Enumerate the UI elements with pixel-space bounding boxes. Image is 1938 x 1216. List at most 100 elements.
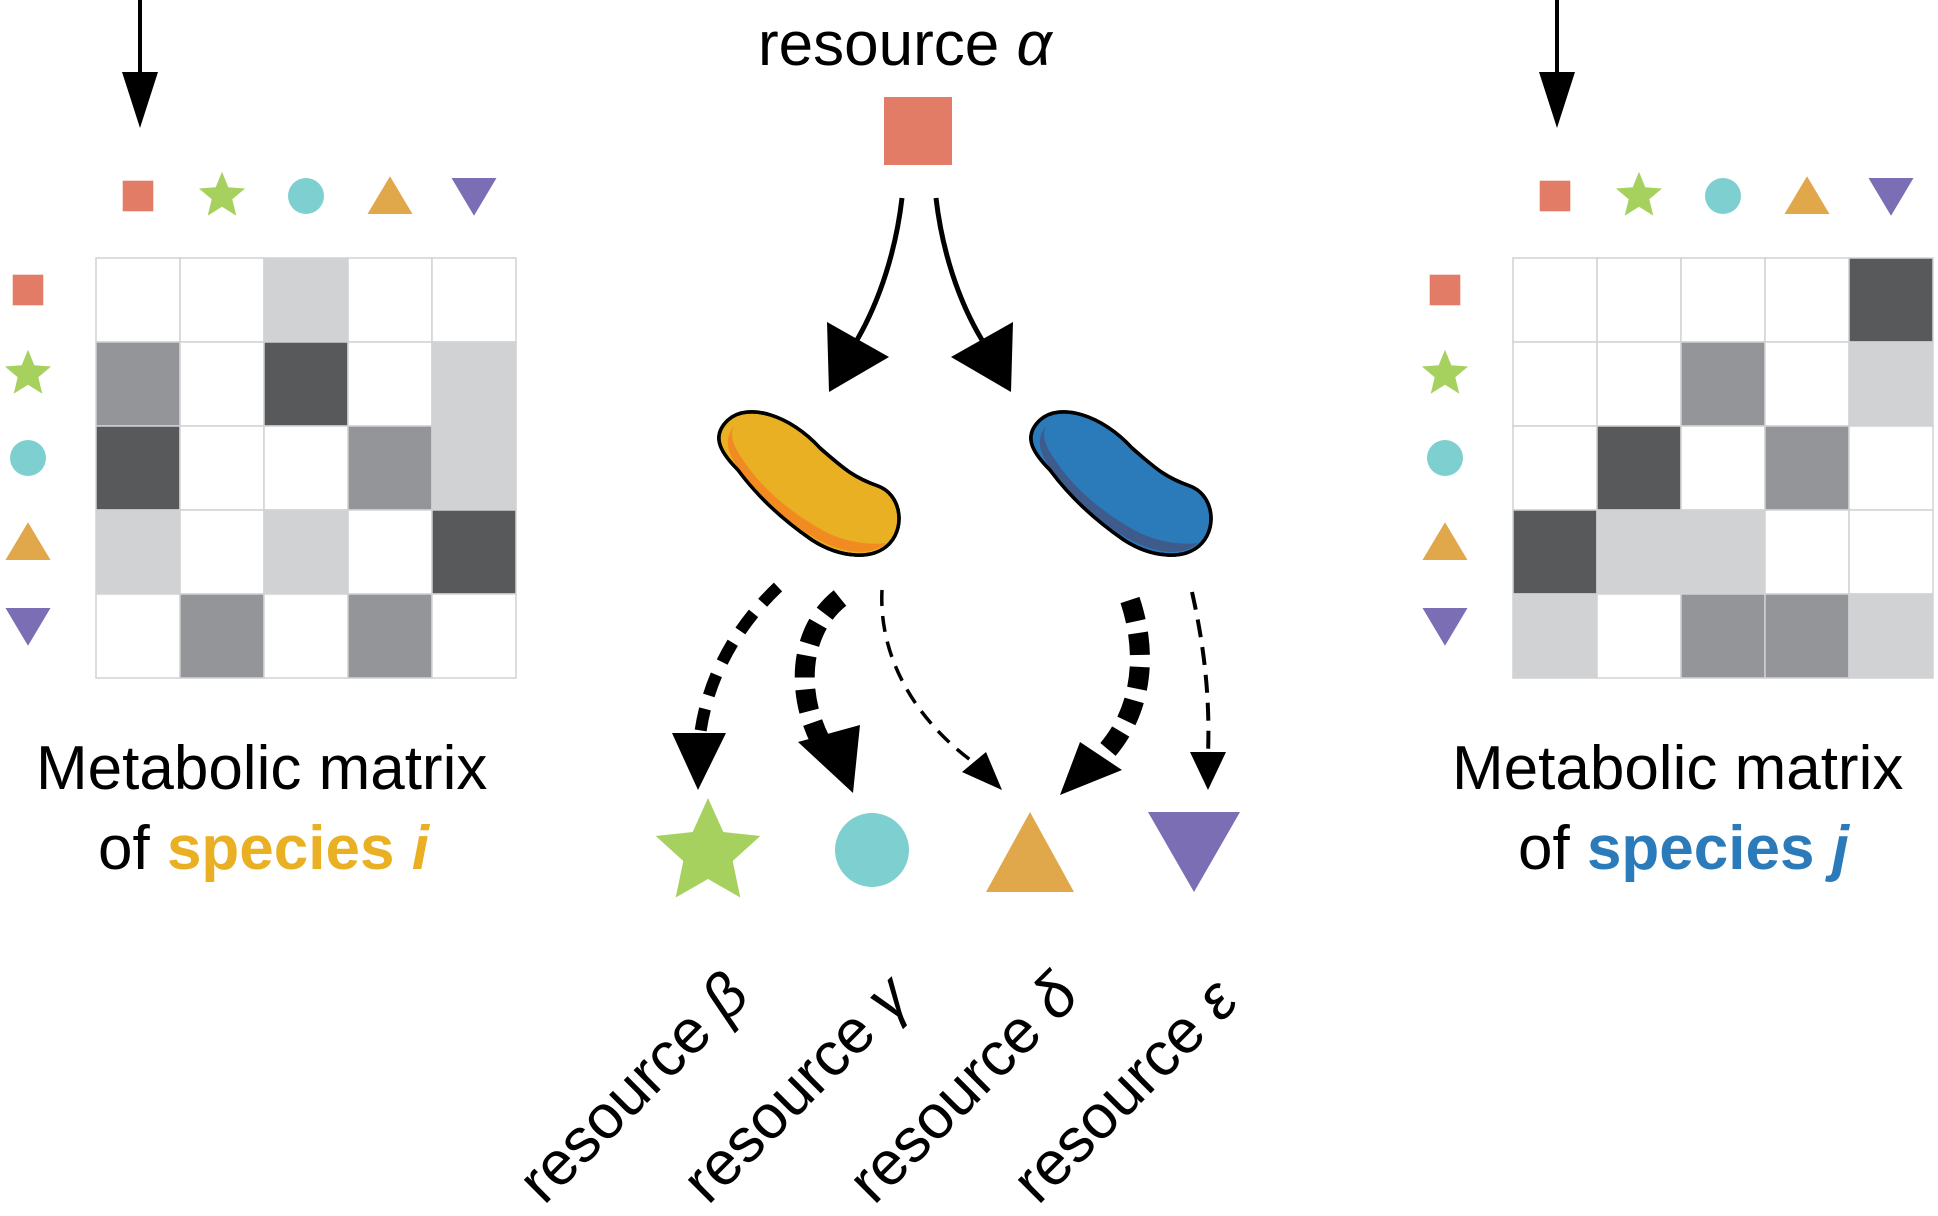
matrix-cell xyxy=(95,425,181,511)
matrix-cell xyxy=(179,257,265,343)
matrix-cell xyxy=(1764,593,1850,679)
matrix-cell xyxy=(1680,593,1766,679)
uptake-arrow-species-j xyxy=(933,197,1013,392)
species-j-symbol: j xyxy=(1831,814,1849,883)
matrix-cell xyxy=(263,257,349,343)
matrix-cell xyxy=(431,593,517,679)
square-icon xyxy=(122,180,154,212)
matrix-species-j xyxy=(1512,257,1934,679)
matrix-cell xyxy=(1848,341,1934,427)
triangle-icon xyxy=(5,522,51,560)
resource-gamma-circle-icon xyxy=(835,813,909,887)
matrix-cell xyxy=(179,593,265,679)
square-icon xyxy=(1539,180,1571,212)
matrix-cell xyxy=(1512,425,1598,511)
matrix-cell xyxy=(347,425,433,511)
inverted-triangle-icon xyxy=(1422,608,1468,646)
species-j-bacterium-icon xyxy=(1029,410,1213,557)
matrix-cell xyxy=(95,341,181,427)
matrix-cell xyxy=(1596,593,1682,679)
resource-delta-triangle-icon xyxy=(986,812,1074,892)
matrix-cell xyxy=(347,593,433,679)
matrix-i-caption-line2: of species i xyxy=(98,814,429,883)
triangle-icon xyxy=(1422,522,1468,560)
matrix-cell xyxy=(263,593,349,679)
resource-beta-star-icon xyxy=(655,798,761,898)
matrix-j-caption-line1: Metabolic matrix xyxy=(1452,734,1904,803)
circle-icon xyxy=(10,440,46,476)
matrix-i-resource-icons xyxy=(4,171,497,646)
star-icon xyxy=(1421,349,1469,394)
input-arrow-i xyxy=(122,0,158,128)
matrix-cell xyxy=(95,593,181,679)
matrix-cell xyxy=(263,425,349,511)
circle-icon xyxy=(288,178,324,214)
matrix-cell xyxy=(1764,425,1850,511)
matrix-cell xyxy=(431,425,517,511)
secretion-arrow-i-beta xyxy=(672,582,783,790)
matrix-cell xyxy=(347,341,433,427)
secretion-arrow-i-delta xyxy=(880,589,1002,790)
matrix-cell xyxy=(1848,257,1934,343)
matrix-cell xyxy=(1512,341,1598,427)
matrix-cell xyxy=(431,341,517,427)
matrix-cell xyxy=(1848,509,1934,595)
matrix-i-caption-line1: Metabolic matrix xyxy=(36,734,488,803)
secretion-arrow-j-delta xyxy=(1060,596,1150,795)
matrix-cell xyxy=(431,509,517,595)
matrix-cell xyxy=(1848,425,1934,511)
resource-alpha-name: resource xyxy=(758,10,1000,79)
input-arrow-j xyxy=(1539,0,1575,128)
matrix-cell xyxy=(1512,509,1598,595)
resource-alpha-square-icon xyxy=(884,97,952,165)
matrix-cell xyxy=(347,509,433,595)
matrix-cell xyxy=(263,509,349,595)
inverted-triangle-icon xyxy=(451,178,497,216)
square-icon xyxy=(12,274,44,306)
star-icon xyxy=(198,171,246,216)
matrix-cell xyxy=(95,257,181,343)
matrix-species-i xyxy=(95,257,517,679)
matrix-cell xyxy=(179,341,265,427)
circle-icon xyxy=(1427,440,1463,476)
secretion-arrow-j-epsilon xyxy=(1190,591,1226,790)
matrix-j-caption-line2: of species j xyxy=(1518,814,1849,883)
matrix-cell xyxy=(1596,257,1682,343)
matrix-cell xyxy=(1680,257,1766,343)
triangle-icon xyxy=(367,176,413,214)
matrix-cell xyxy=(1764,509,1850,595)
uptake-arrow-species-i xyxy=(827,197,905,392)
matrix-cell xyxy=(1680,341,1766,427)
matrix-cell xyxy=(1848,593,1934,679)
matrix-cell xyxy=(179,425,265,511)
triangle-icon xyxy=(1784,176,1830,214)
star-icon xyxy=(1615,171,1663,216)
star-icon xyxy=(4,349,52,394)
inverted-triangle-icon xyxy=(1868,178,1914,216)
resource-alpha-label: resource α xyxy=(758,14,1052,76)
matrix-cell xyxy=(1764,341,1850,427)
matrix-cell xyxy=(347,257,433,343)
circle-icon xyxy=(1705,178,1741,214)
species-i-bacterium-icon xyxy=(717,410,901,557)
resource-epsilon-triangle-icon xyxy=(1148,812,1240,892)
matrix-cell xyxy=(1512,257,1598,343)
matrix-cell xyxy=(1680,509,1766,595)
matrix-cell xyxy=(263,341,349,427)
square-icon xyxy=(1429,274,1461,306)
matrix-cell xyxy=(95,509,181,595)
matrix-cell xyxy=(1512,593,1598,679)
matrix-cell xyxy=(179,509,265,595)
matrix-cell xyxy=(1764,257,1850,343)
resource-alpha-symbol: α xyxy=(1016,10,1052,79)
matrix-cell xyxy=(1596,341,1682,427)
species-j-name: species xyxy=(1586,814,1815,883)
matrix-cell xyxy=(1596,425,1682,511)
inverted-triangle-icon xyxy=(5,608,51,646)
species-i-symbol: i xyxy=(411,814,429,883)
secretion-arrow-i-gamma xyxy=(794,590,860,793)
matrix-j-resource-icons xyxy=(1421,171,1914,646)
matrix-cell xyxy=(431,257,517,343)
